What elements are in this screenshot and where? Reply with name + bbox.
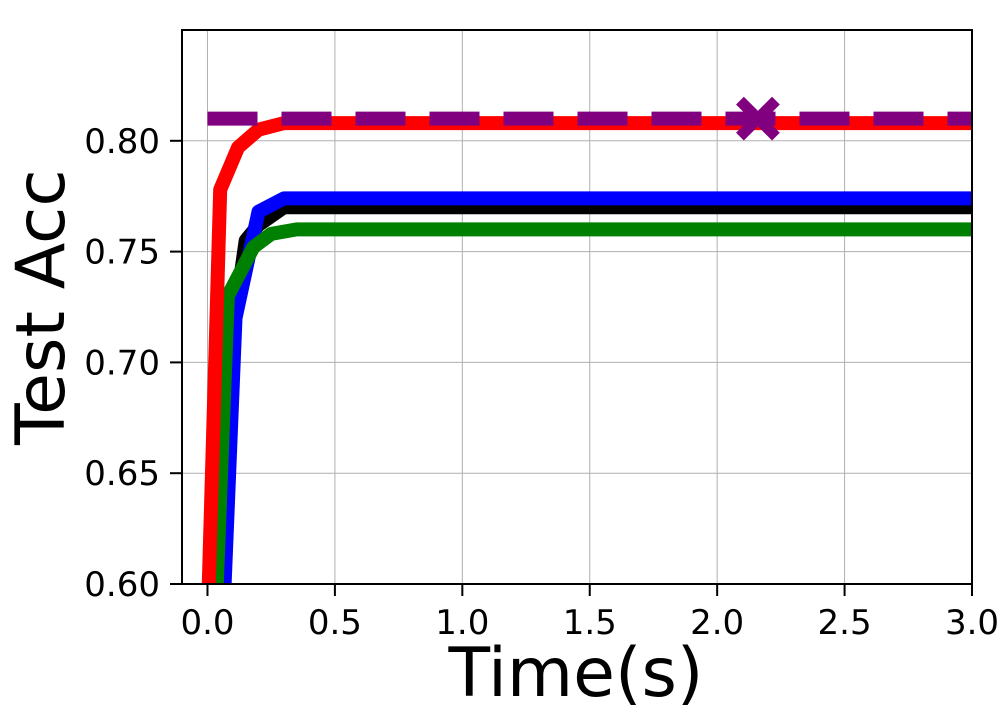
x-tick-label: 0.5: [308, 603, 362, 643]
series-line-1: [210, 200, 972, 584]
x-marker: [736, 96, 780, 141]
x-axis-title: Time(s): [448, 634, 704, 713]
x-marker-stroke: [736, 96, 780, 141]
marker-layer: [736, 96, 780, 141]
x-tick-label: 1.5: [563, 603, 617, 643]
x-tick-label: 2.0: [690, 603, 744, 643]
ticks: 0.0 0.5 1.0 1.5 2.0 2.5 3.0 0.60 0.65 0.70 0.75 0.8…: [84, 122, 999, 643]
y-tick-label: 0.65: [84, 454, 160, 494]
x-tick-label: 2.5: [818, 603, 872, 643]
x-tick-label: 0.0: [180, 603, 234, 643]
y-axis-title: Test Acc: [2, 169, 81, 446]
y-tick-label: 0.70: [84, 343, 160, 383]
y-tick-label: 0.60: [84, 565, 160, 605]
plot-frame: [181, 29, 973, 585]
y-tick-label: 0.80: [84, 122, 160, 162]
x-tick-label: 3.0: [945, 603, 999, 643]
series-line-2: [217, 191, 972, 584]
x-tick-label: 1.0: [435, 603, 489, 643]
y-tick-label: 0.75: [84, 233, 160, 273]
series-layer: [201, 111, 972, 584]
series-line-3: [209, 222, 972, 584]
